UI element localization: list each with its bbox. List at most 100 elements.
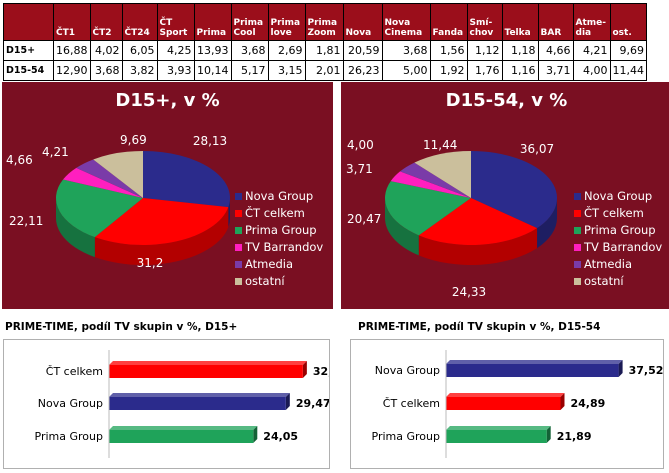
table-cell: 3,68 (381, 40, 431, 61)
table-cell: 1,76 (466, 60, 503, 81)
pie-slice (414, 151, 471, 198)
pie-value-label: 24,33 (452, 285, 486, 299)
column-header: Prima love (267, 3, 306, 41)
legend-label: Atmedia (245, 257, 293, 271)
bar-category-label: ČT celkem (383, 397, 440, 410)
column-header: ČT Sport (156, 3, 195, 41)
table-cell: 4,00 (572, 60, 611, 81)
table-cell: 3,68 (230, 40, 269, 61)
bar (109, 426, 258, 443)
pie-value-label: 28,13 (193, 134, 227, 148)
legend-swatch (235, 244, 242, 251)
bar (109, 393, 290, 410)
pie-chart-d1554: 36,07 24,33 20,47 3,71 4,00 11,44 Nova Group ČT… (346, 138, 662, 299)
bar-value-label: 24,89 (570, 397, 605, 410)
column-header: ČT1 (53, 3, 91, 41)
legend-swatch (235, 261, 242, 268)
pie-slice (56, 179, 143, 238)
column-header: Nova Cinema (381, 3, 431, 41)
table-cell: 20,59 (342, 40, 383, 61)
column-header: Telka (501, 3, 539, 41)
pie-slice-side (418, 228, 538, 265)
pie-slice (93, 151, 143, 198)
legend-label: ostatní (584, 274, 624, 288)
bar-chart-d1554: Nova Group 37,52 ČT celkem 24,89 Prima Group… (372, 350, 663, 458)
column-header: Smí-chov (466, 3, 503, 41)
pie-slice (143, 151, 230, 208)
column-header: Fanda (429, 3, 468, 41)
table-cell: 10,14 (193, 60, 232, 81)
bar-category-label: Prima Group (35, 430, 103, 443)
pie-title-d1554: D15-54, v % (445, 90, 568, 111)
table-cell: 4,25 (156, 40, 195, 61)
bar-value-label: 21,89 (557, 430, 592, 443)
table-cell: 1,92 (429, 60, 468, 81)
bar (446, 360, 623, 377)
pie-slice-side (385, 198, 419, 256)
legend-label: ČT celkem (245, 205, 305, 220)
pie-value-label: 36,07 (520, 142, 554, 156)
column-header: Prima Cool (230, 3, 269, 41)
share-table: ČT1 ČT2 ČT24 ČT Sport Prima Prima Cool Prima l… (3, 3, 647, 81)
pie-slice (94, 198, 229, 245)
bar-category-label: ČT celkem (46, 365, 103, 378)
table-cell: 3,15 (267, 60, 306, 81)
pie-value-label: 20,47 (347, 212, 381, 226)
legend-label: ostatní (245, 274, 285, 288)
table-cell: 26,23 (342, 60, 383, 81)
legend-swatch (235, 193, 242, 200)
table-cell: 11,44 (609, 60, 647, 81)
bar-title-d1554: PRIME-TIME, podíl TV skupin v %, D15-54 (358, 321, 601, 333)
row-label: D15+ (3, 40, 54, 61)
bar-category-label: Nova Group (375, 364, 440, 377)
pie-value-label: 3,71 (346, 162, 373, 176)
bar-category-label: Nova Group (38, 397, 103, 410)
pie-sides (55, 198, 230, 265)
bar-chart-d15plus: ČT celkem 32,31 Nova Group 29,47 Prima Group… (35, 350, 329, 458)
table-cell: 16,88 (53, 40, 91, 61)
pie-slice (400, 162, 471, 198)
legend-label: Prima Group (245, 223, 317, 237)
table-cell: 3,93 (156, 60, 195, 81)
bar-value-label: 24,05 (263, 430, 298, 443)
pie-slice (418, 198, 538, 246)
table-cell: 4,02 (89, 40, 123, 61)
legend-swatch (574, 193, 581, 200)
table-cell: 1,12 (466, 40, 503, 61)
table-cell: 1,56 (429, 40, 468, 61)
table-cell: 9,69 (609, 40, 647, 61)
table-cell: 5,00 (381, 60, 431, 81)
column-header (3, 3, 54, 41)
table-cell: 4,66 (537, 40, 574, 61)
table-cell: 5,17 (230, 60, 269, 81)
pie-value-label: 4,00 (347, 138, 374, 152)
table-cell: 1,16 (501, 60, 539, 81)
pie-value-label: 4,21 (42, 145, 69, 159)
legend-label: ČT celkem (584, 205, 644, 220)
legend-swatch (235, 210, 242, 217)
table-body: D15+ 16,88 4,02 6,05 4,25 13,93 3,68 2,69 1,81 20… (3, 40, 647, 81)
column-header: Nova (342, 3, 383, 41)
bar-value-label: 32,31 (313, 365, 329, 378)
column-header: Atme-dia (572, 3, 611, 41)
pie-slice (471, 151, 557, 229)
table-header-row: ČT1 ČT2 ČT24 ČT Sport Prima Prima Cool Prima l… (3, 3, 647, 41)
pie-slice-side (537, 198, 557, 249)
bar-category-label: Prima Group (372, 430, 440, 443)
legend-label: Nova Group (245, 189, 313, 203)
legend-swatch (235, 278, 242, 285)
table-row: D15-54 12,90 3,68 3,82 3,93 10,14 5,17 3,15 2,01… (3, 60, 647, 81)
table-cell: 3,68 (89, 60, 123, 81)
column-header: Prima (193, 3, 232, 41)
bar (109, 361, 307, 378)
column-header: Prima Zoom (304, 3, 344, 41)
bar-panel-d1554: Nova Group 37,52 ČT celkem 24,89 Prima Group… (350, 339, 664, 469)
legend-label: Nova Group (584, 189, 652, 203)
legend-label: Prima Group (584, 223, 656, 237)
table-cell: 1,18 (501, 40, 539, 61)
legend-swatch (574, 210, 581, 217)
pie-slice (390, 171, 471, 198)
bar (446, 393, 565, 410)
table-cell: 1,81 (304, 40, 344, 61)
pie-slice-side (55, 198, 95, 258)
